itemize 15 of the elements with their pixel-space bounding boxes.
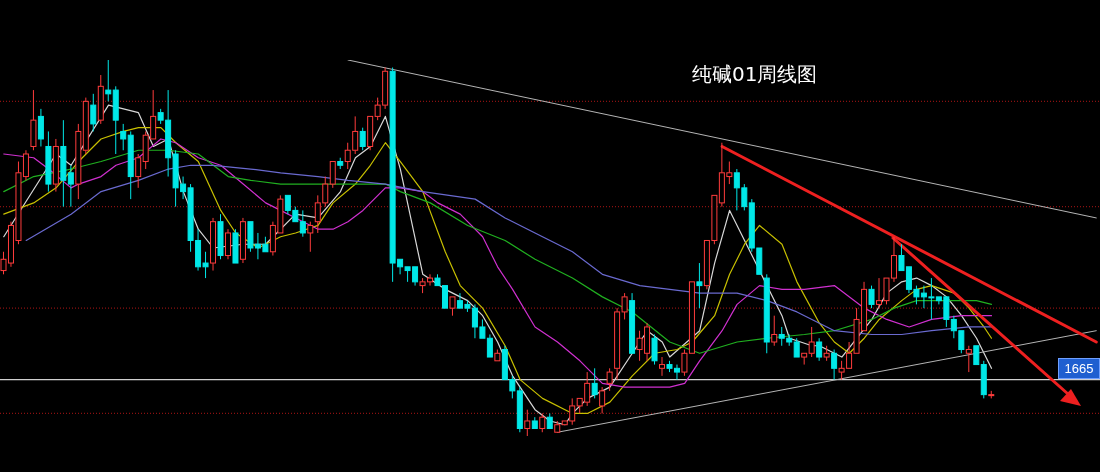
candlestick	[127, 130, 134, 200]
chart-title: 纯碱01周线图	[692, 61, 818, 88]
candlestick	[651, 333, 658, 366]
candlestick	[599, 386, 606, 414]
candlestick	[37, 108, 44, 147]
annotation: 1665	[1058, 358, 1100, 379]
candlestick	[52, 138, 59, 193]
candlestick	[816, 337, 823, 362]
candlestick	[239, 217, 246, 264]
candlestick	[524, 409, 531, 436]
candlestick	[831, 349, 838, 381]
candlestick	[224, 228, 231, 260]
candlestick	[659, 356, 665, 377]
candlestick	[696, 262, 703, 309]
candlestick	[210, 217, 217, 272]
